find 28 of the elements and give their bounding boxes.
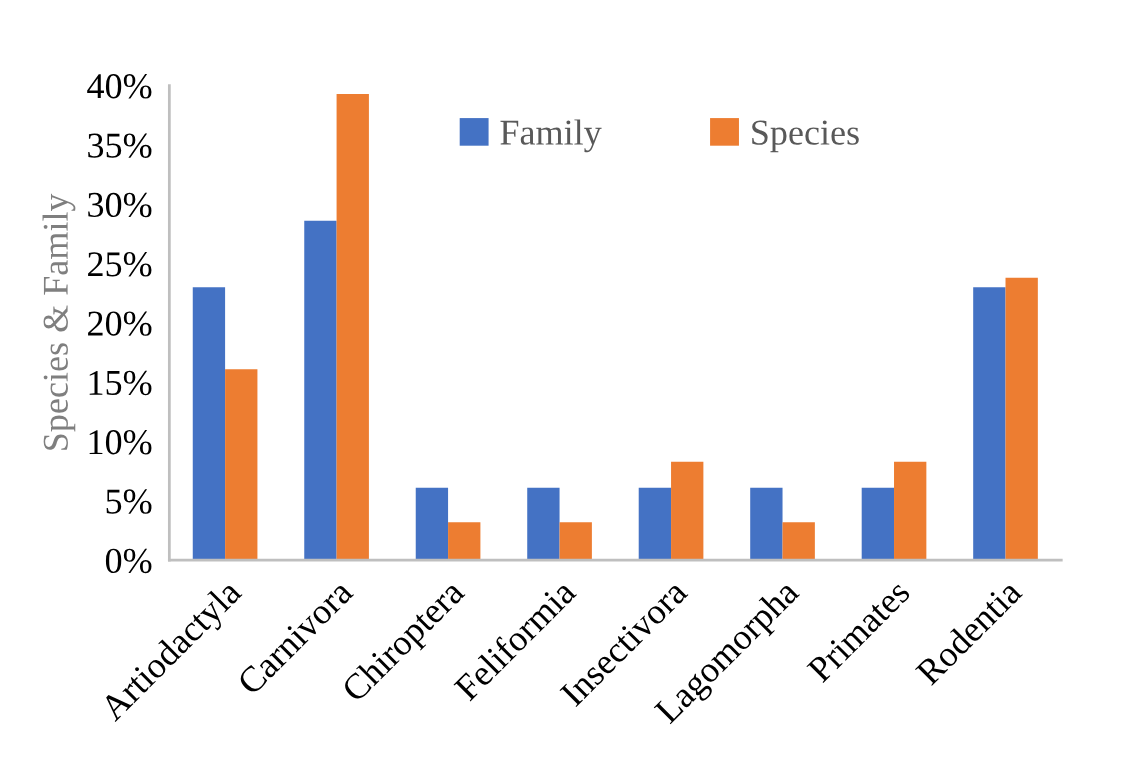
y-axis-title: Species & Family xyxy=(42,193,76,450)
y-tick-label: 5% xyxy=(106,489,152,514)
bar xyxy=(973,287,1006,561)
bar xyxy=(448,522,481,561)
bar xyxy=(671,461,704,561)
y-tick-label: 10% xyxy=(89,430,152,455)
bar xyxy=(304,220,337,561)
y-tick-label: 30% xyxy=(88,192,152,218)
bar xyxy=(559,522,592,561)
y-tick-label: 40% xyxy=(87,74,152,99)
bar xyxy=(750,487,783,561)
legend-label: Family xyxy=(500,119,602,153)
y-tick-label: 35% xyxy=(88,133,152,158)
bar xyxy=(1005,277,1038,561)
bar xyxy=(415,487,449,561)
y-tick-label: 25% xyxy=(88,252,152,277)
y-tick-label: 20% xyxy=(88,311,152,336)
bar xyxy=(336,93,369,561)
legend-label: Species xyxy=(752,120,859,153)
bar xyxy=(192,287,226,561)
bar xyxy=(527,487,560,561)
bar xyxy=(638,487,672,561)
bar xyxy=(225,369,258,561)
bar xyxy=(782,522,815,561)
bar xyxy=(894,461,927,561)
y-tick-label: 0% xyxy=(105,548,152,574)
bar xyxy=(861,487,895,561)
y-tick-label: 15% xyxy=(89,370,152,396)
